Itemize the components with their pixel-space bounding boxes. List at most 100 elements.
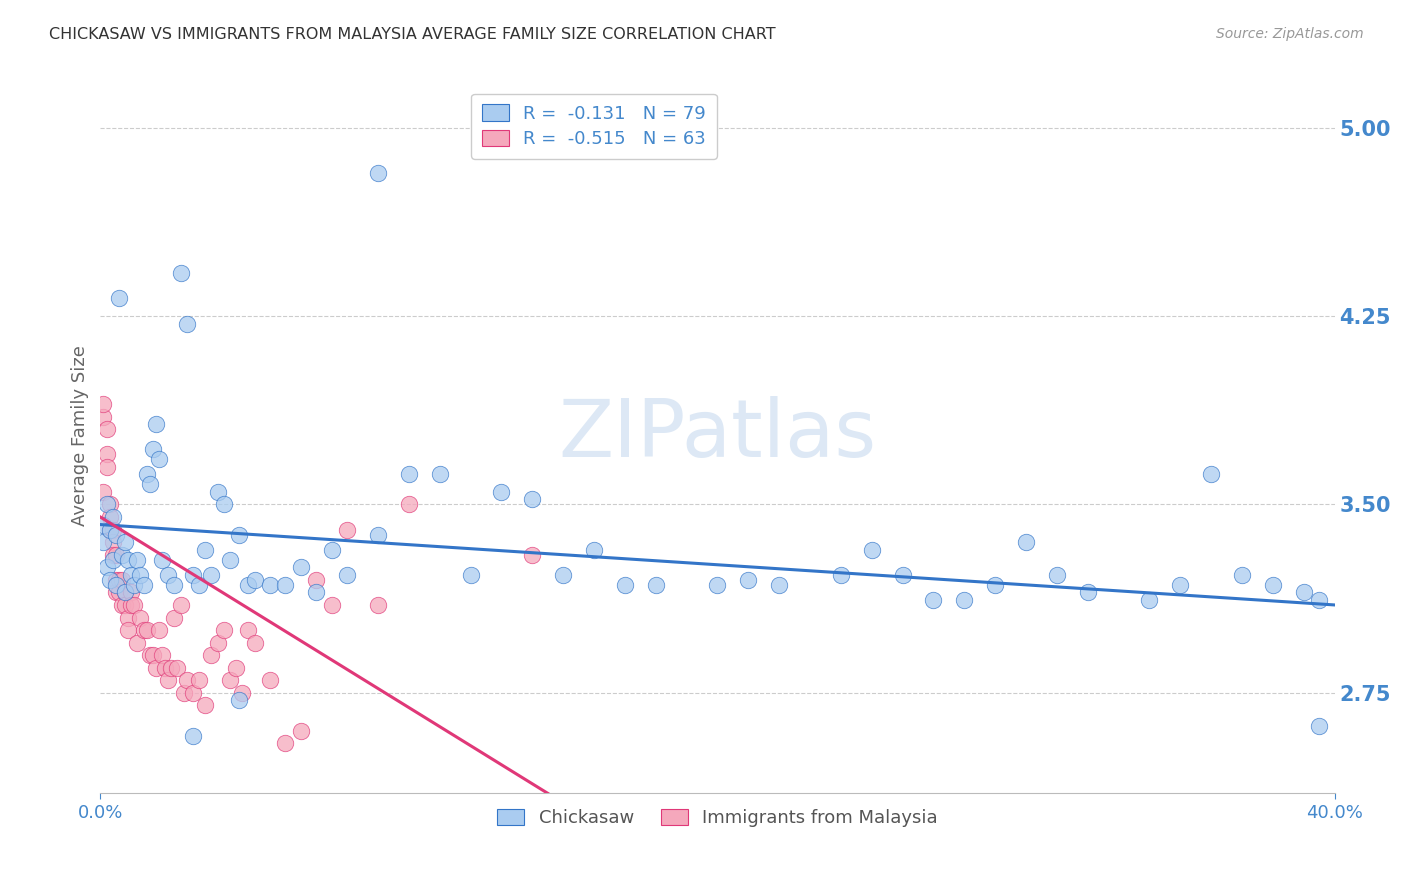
Point <box>225 661 247 675</box>
Point <box>231 686 253 700</box>
Point <box>98 523 121 537</box>
Point <box>163 610 186 624</box>
Point <box>132 623 155 637</box>
Point <box>117 553 139 567</box>
Point <box>138 477 160 491</box>
Point <box>114 535 136 549</box>
Point <box>228 527 250 541</box>
Point <box>238 623 260 637</box>
Text: CHICKASAW VS IMMIGRANTS FROM MALAYSIA AVERAGE FAMILY SIZE CORRELATION CHART: CHICKASAW VS IMMIGRANTS FROM MALAYSIA AV… <box>49 27 776 42</box>
Point <box>274 578 297 592</box>
Point <box>460 567 482 582</box>
Point <box>305 573 328 587</box>
Point <box>98 510 121 524</box>
Point <box>98 523 121 537</box>
Point <box>176 673 198 688</box>
Point <box>96 422 118 436</box>
Point <box>150 648 173 663</box>
Point <box>274 736 297 750</box>
Point <box>129 567 152 582</box>
Legend: Chickasaw, Immigrants from Malaysia: Chickasaw, Immigrants from Malaysia <box>489 802 945 834</box>
Point <box>207 484 229 499</box>
Point <box>1199 467 1222 482</box>
Point <box>163 578 186 592</box>
Point <box>429 467 451 482</box>
Point <box>120 598 142 612</box>
Point <box>101 548 124 562</box>
Point <box>290 560 312 574</box>
Point <box>111 598 134 612</box>
Point <box>1230 567 1253 582</box>
Point <box>101 510 124 524</box>
Point <box>135 623 157 637</box>
Point <box>1261 578 1284 592</box>
Point <box>194 542 217 557</box>
Point <box>145 661 167 675</box>
Point <box>150 553 173 567</box>
Point <box>114 585 136 599</box>
Point <box>891 567 914 582</box>
Point <box>114 585 136 599</box>
Point <box>160 661 183 675</box>
Point <box>127 553 149 567</box>
Point <box>129 610 152 624</box>
Point <box>259 578 281 592</box>
Point <box>135 467 157 482</box>
Point <box>188 673 211 688</box>
Point <box>93 535 115 549</box>
Point <box>98 573 121 587</box>
Point <box>1308 718 1330 732</box>
Point <box>124 578 146 592</box>
Point <box>96 498 118 512</box>
Point <box>101 523 124 537</box>
Point <box>138 648 160 663</box>
Point <box>148 452 170 467</box>
Point <box>181 567 204 582</box>
Point <box>104 573 127 587</box>
Point <box>984 578 1007 592</box>
Point <box>124 598 146 612</box>
Point <box>583 542 606 557</box>
Point <box>305 585 328 599</box>
Point <box>522 492 544 507</box>
Text: Source: ZipAtlas.com: Source: ZipAtlas.com <box>1216 27 1364 41</box>
Point <box>212 498 235 512</box>
Point <box>145 417 167 431</box>
Point <box>243 635 266 649</box>
Point <box>922 593 945 607</box>
Point <box>120 567 142 582</box>
Point <box>200 567 222 582</box>
Point <box>114 598 136 612</box>
Point <box>398 467 420 482</box>
Point <box>219 553 242 567</box>
Point <box>553 567 575 582</box>
Point <box>181 729 204 743</box>
Point <box>96 447 118 461</box>
Point <box>491 484 513 499</box>
Point <box>243 573 266 587</box>
Point <box>1015 535 1038 549</box>
Point <box>522 548 544 562</box>
Point <box>290 723 312 738</box>
Point <box>127 635 149 649</box>
Point <box>157 673 180 688</box>
Point <box>238 578 260 592</box>
Point <box>93 517 115 532</box>
Point <box>93 484 115 499</box>
Point <box>1308 593 1330 607</box>
Point <box>108 573 131 587</box>
Point <box>953 593 976 607</box>
Point <box>613 578 636 592</box>
Point <box>1077 585 1099 599</box>
Point <box>336 567 359 582</box>
Point <box>132 578 155 592</box>
Point <box>101 535 124 549</box>
Point <box>93 397 115 411</box>
Point <box>104 585 127 599</box>
Point <box>104 527 127 541</box>
Point <box>153 661 176 675</box>
Point <box>367 598 389 612</box>
Point <box>169 598 191 612</box>
Point <box>768 578 790 592</box>
Point <box>96 459 118 474</box>
